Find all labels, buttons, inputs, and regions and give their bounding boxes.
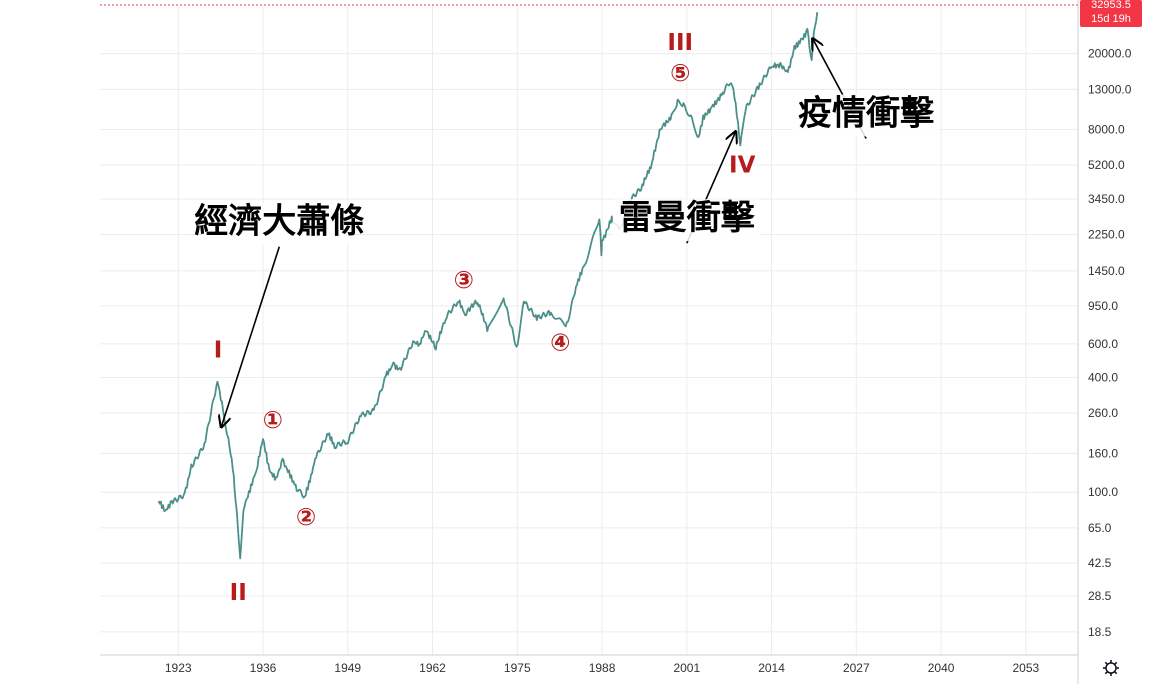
annotation-text: 經濟大蕭條 [194,202,364,242]
wave-label: IV [729,152,756,178]
wave-label: ① [263,406,283,434]
y-tick-label: 5200.0 [1088,158,1125,172]
x-tick-label: 2001 [673,661,700,675]
y-tick-label: 65.0 [1088,521,1112,535]
wave-label: ② [296,503,316,531]
bar-countdown: 15d 19h [1091,13,1131,25]
wave-label: ⑤ [670,59,690,87]
annotation-text: 疫情衝擊 [798,93,935,133]
price-axis[interactable]: 20000.0 13000.0 8000.0 5200.0 3450.0 2250.0 14… [1088,47,1132,639]
y-tick-label: 600.0 [1088,337,1118,351]
price-series [157,12,819,560]
y-tick-label: 100.0 [1088,485,1118,499]
time-axis[interactable]: 1923 1936 1949 1962 1975 1988 2001 2014 2027 2040… [165,661,1040,675]
annotation-arrow [221,246,281,427]
y-tick-label: 20000.0 [1088,47,1132,61]
wave-label: ④ [550,329,570,357]
annotations: 經濟大蕭條 雷曼衝擊 疫情衝擊 [194,39,941,427]
y-tick-label: 2250.0 [1088,228,1125,242]
annotation-text: 雷曼衝擊 [619,198,756,238]
y-tick-label: 400.0 [1088,370,1118,384]
last-price-badge-background [1080,0,1142,27]
wave-label: ③ [454,266,474,294]
wave-label: I [214,338,223,364]
x-tick-label: 2014 [758,661,785,675]
y-tick-label: 260.0 [1088,406,1118,420]
x-tick-label: 1975 [504,661,531,675]
y-tick-label: 160.0 [1088,446,1118,460]
y-tick-label: 3450.0 [1088,192,1125,206]
annotation-backdrop [205,202,354,245]
settings-gear-icon[interactable] [1103,660,1119,676]
wave-label: II [230,580,247,606]
last-price-badge: 32953.5 15d 19h [1080,0,1142,27]
y-tick-label: 1450.0 [1088,264,1125,278]
y-tick-label: 13000.0 [1088,82,1132,96]
wave-label: III [667,30,693,56]
last-price-value: 32953.5 [1091,0,1131,11]
price-line-down-ticks [158,12,818,559]
y-tick-label: 28.5 [1088,589,1112,603]
x-tick-label: 1936 [250,661,277,675]
annotation-backdrop [612,199,761,242]
y-tick-label: 42.5 [1088,556,1112,570]
x-tick-label: 1962 [419,661,446,675]
x-tick-label: 1949 [334,661,361,675]
x-tick-label: 2040 [928,661,955,675]
x-tick-label: 2053 [1012,661,1039,675]
annotation-backdrop [792,94,941,137]
x-tick-label: 2027 [843,661,870,675]
x-tick-label: 1988 [589,661,616,675]
y-tick-label: 950.0 [1088,299,1118,313]
y-tick-label: 18.5 [1088,625,1112,639]
y-tick-label: 8000.0 [1088,123,1125,137]
x-tick-label: 1923 [165,661,192,675]
